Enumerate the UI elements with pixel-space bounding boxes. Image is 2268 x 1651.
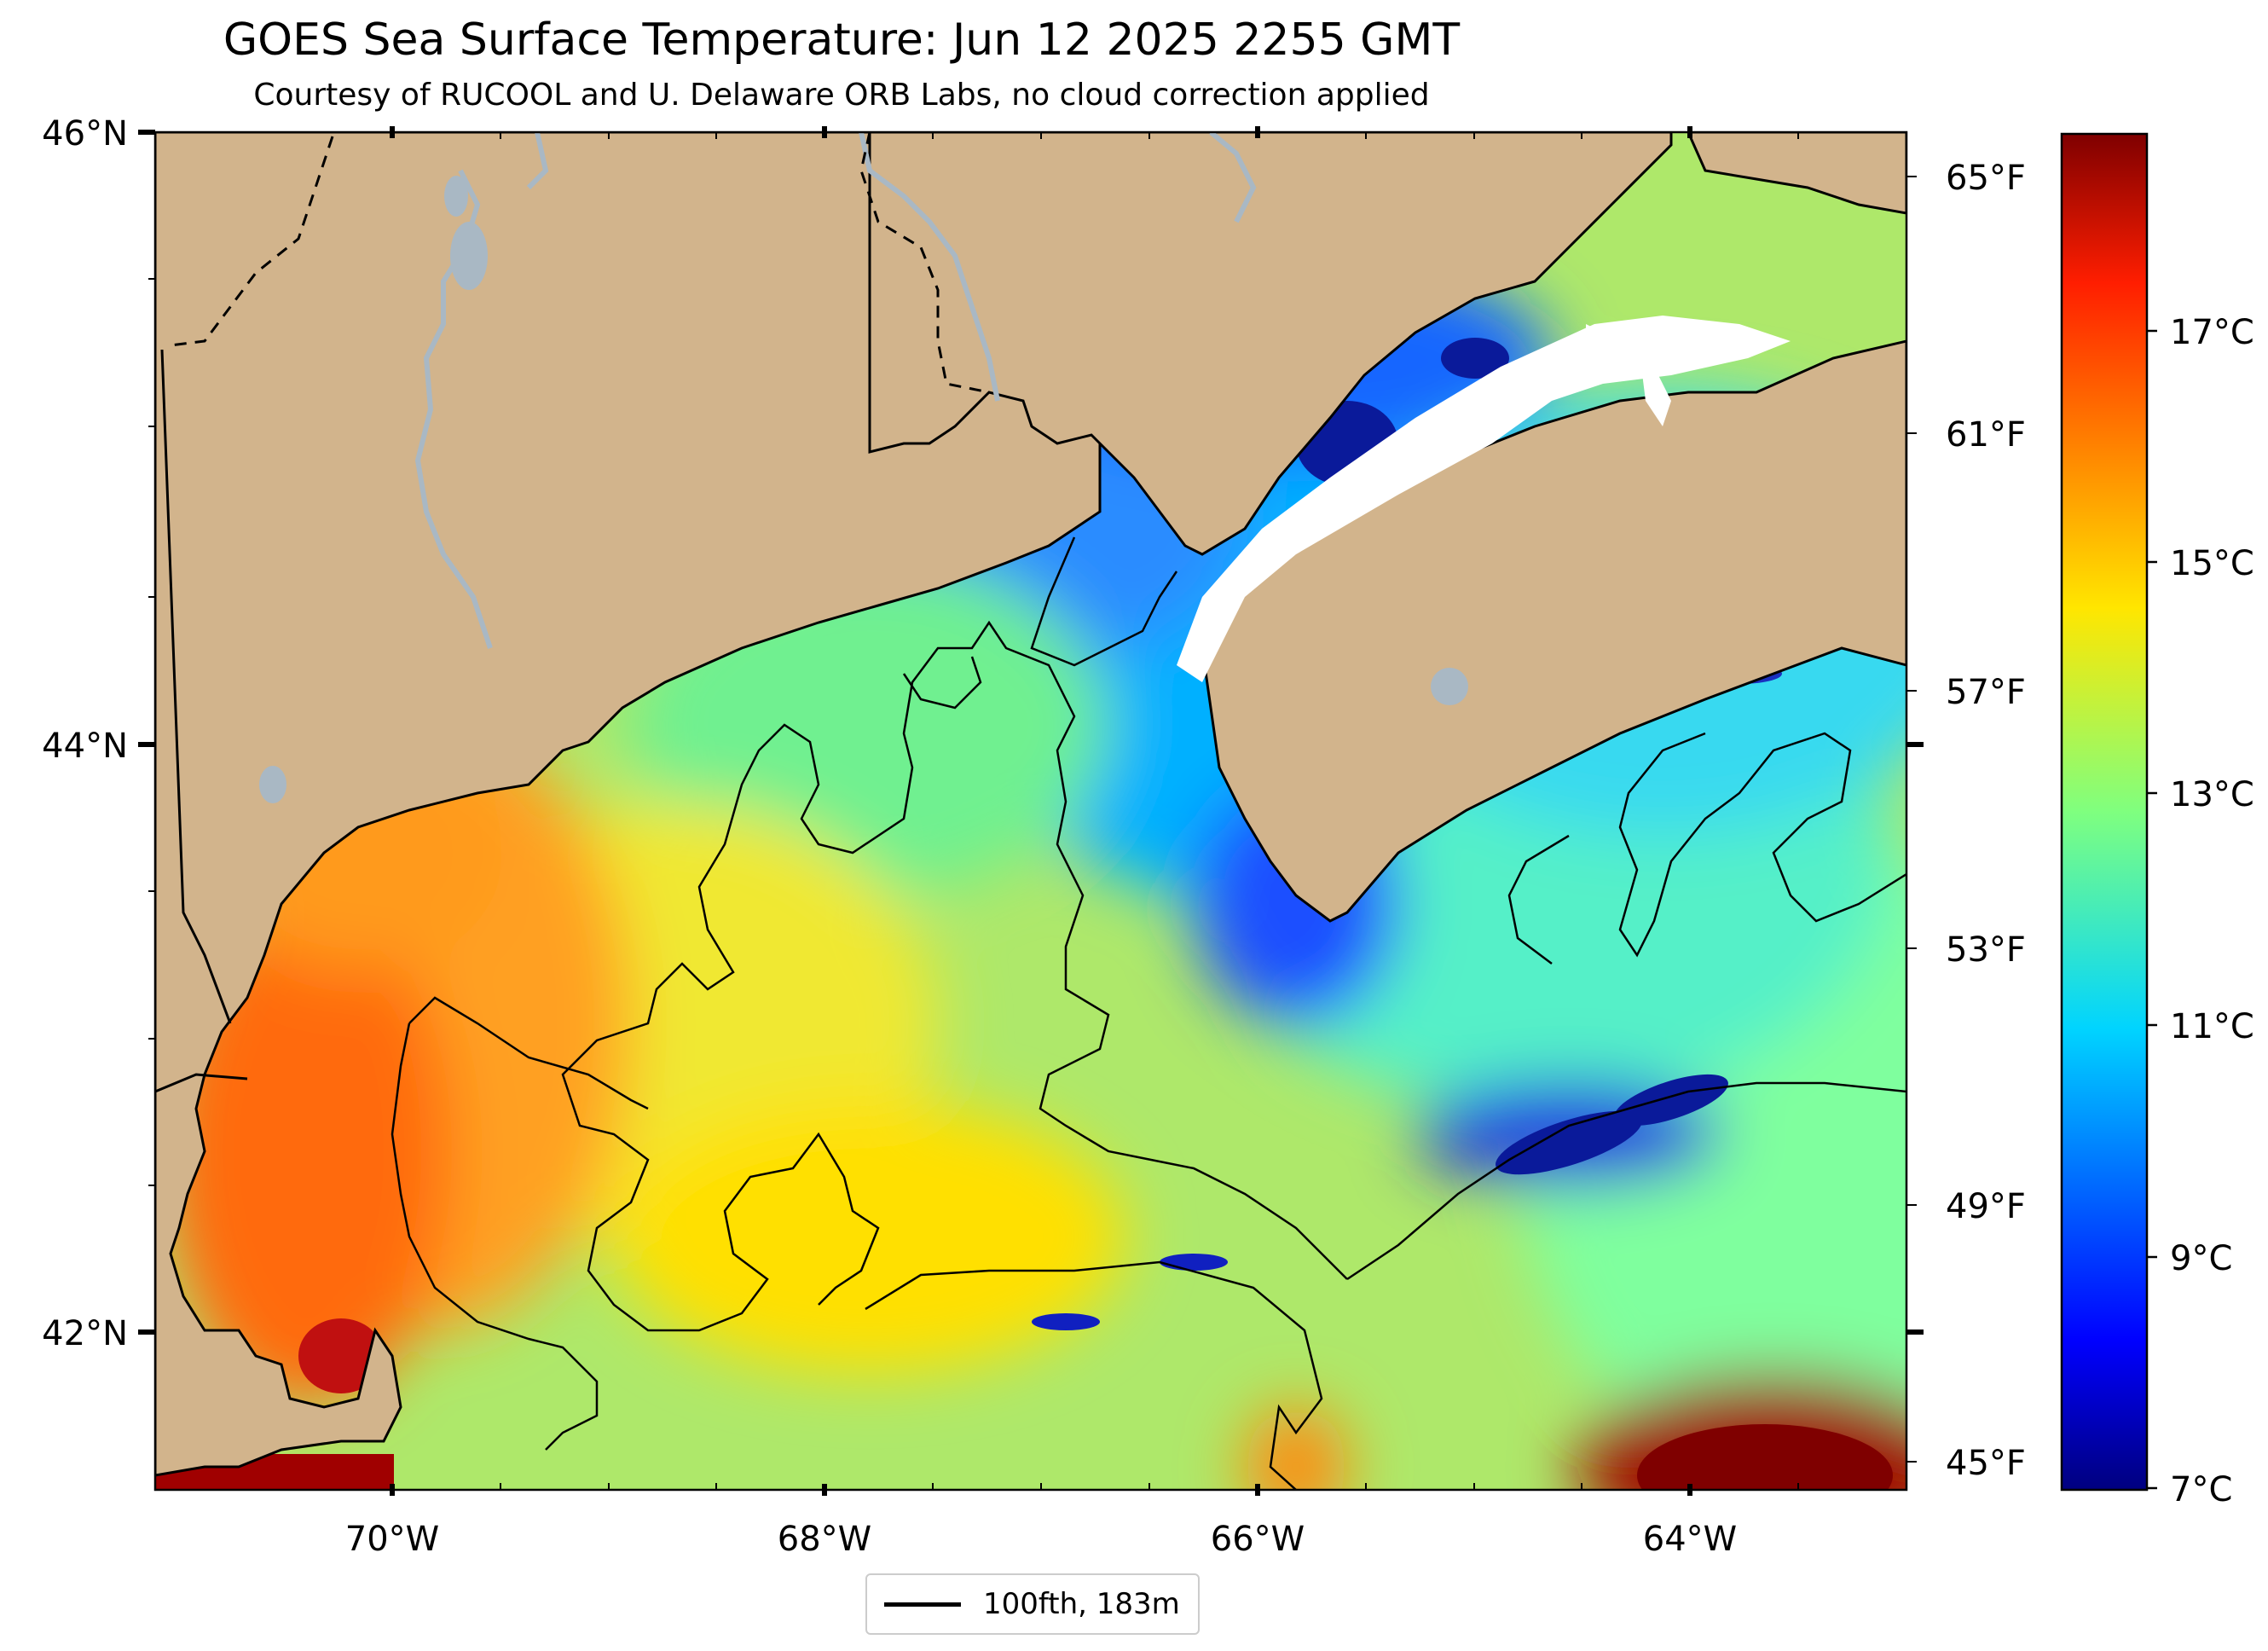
map-frame	[153, 130, 1908, 1492]
land-ne-corner	[1687, 132, 1906, 215]
legend-label: 100fth, 183m	[983, 1587, 1180, 1621]
colorbar-tick-15c: 15°C	[2170, 544, 2254, 583]
lat-tick-44n: 44°N	[42, 727, 128, 766]
f-tick-61: 61°F	[1946, 415, 2026, 455]
lon-tick-64w: 64°W	[1643, 1520, 1737, 1559]
page-subtitle: Courtesy of RUCOOL and U. Delaware ORB L…	[253, 78, 1430, 113]
minor-ticks	[148, 132, 1917, 1490]
land-canada	[868, 132, 1673, 556]
land-us	[155, 132, 1102, 1477]
f-tick-53: 53°F	[1946, 930, 2026, 970]
colorbar-tick-13c: 13°C	[2170, 775, 2254, 814]
colorbar: 7°C 9°C 11°C 13°C 15°C 17°C	[2060, 132, 2254, 1509]
lakes	[259, 176, 1468, 803]
f-tick-49: 49°F	[1946, 1187, 2026, 1226]
borders	[155, 132, 990, 1093]
land-nova-scotia	[1201, 339, 1906, 923]
colorbar-tick-7c: 7°C	[2170, 1470, 2232, 1509]
lon-tick-66w: 66°W	[1211, 1520, 1305, 1559]
lon-axis-labels: 70°W 68°W 66°W 64°W	[345, 1520, 1737, 1559]
lat-axis-labels: 46°N 44°N 42°N	[42, 114, 128, 1353]
major-ticks	[138, 126, 1924, 1496]
f-tick-45: 45°F	[1946, 1444, 2026, 1483]
colorbar-tick-9c: 9°C	[2170, 1239, 2232, 1278]
map-area	[155, 132, 1906, 1490]
f-tick-65: 65°F	[1946, 159, 2026, 198]
no-data-areas	[1177, 316, 1791, 682]
isobath-100fth	[391, 536, 1906, 1490]
page-title: GOES Sea Surface Temperature: Jun 12 202…	[223, 14, 1461, 66]
fahrenheit-labels: 65°F 61°F 57°F 53°F 49°F 45°F	[1946, 159, 2026, 1483]
lon-tick-70w: 70°W	[345, 1520, 439, 1559]
legend: 100fth, 183m	[865, 1573, 1200, 1635]
lat-tick-46n: 46°N	[42, 114, 128, 154]
colorbar-gradient	[2060, 132, 2149, 1492]
f-tick-57: 57°F	[1946, 673, 2026, 712]
colorbar-tick-11c: 11°C	[2170, 1007, 2254, 1046]
legend-line-swatch	[884, 1602, 961, 1607]
lon-tick-68w: 68°W	[778, 1520, 871, 1559]
lat-tick-42n: 42°N	[42, 1314, 128, 1353]
colorbar-tick-17c: 17°C	[2170, 313, 2254, 352]
colorbar-ticks	[2147, 329, 2157, 1490]
